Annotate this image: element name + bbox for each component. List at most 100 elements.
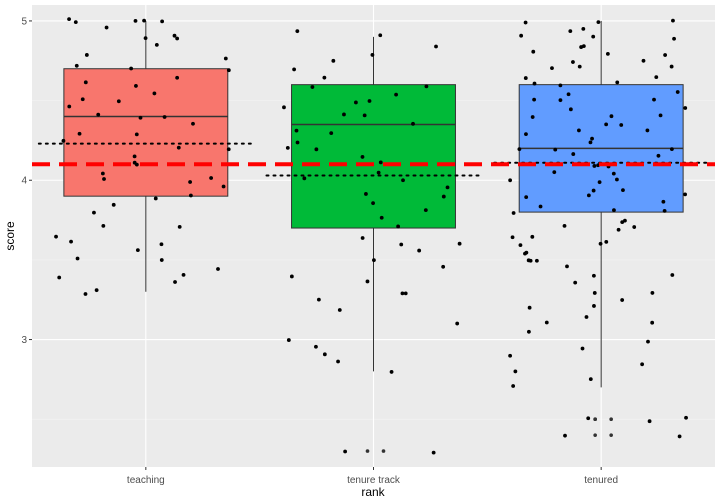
data-point — [80, 97, 85, 102]
x-tick-label: tenured — [584, 475, 618, 486]
data-point — [597, 180, 602, 185]
data-point — [663, 53, 668, 57]
data-point — [314, 344, 318, 349]
data-point — [669, 147, 674, 152]
data-point — [523, 76, 528, 80]
data-point — [316, 297, 321, 302]
data-point — [83, 292, 88, 296]
data-point — [77, 131, 82, 136]
data-point — [92, 210, 96, 215]
data-point — [372, 258, 376, 263]
x-tick-label: teaching — [127, 475, 165, 486]
data-point — [683, 192, 687, 197]
data-point — [623, 218, 627, 223]
data-point — [209, 176, 214, 180]
data-point — [160, 19, 165, 24]
data-point — [588, 377, 593, 382]
data-point — [94, 288, 99, 293]
outlier-point — [593, 433, 597, 437]
data-point — [524, 132, 528, 137]
y-axis-title: score — [3, 221, 17, 251]
data-point — [671, 18, 675, 23]
data-point — [591, 34, 596, 39]
data-point — [684, 415, 688, 420]
data-point — [511, 384, 516, 388]
data-point — [54, 234, 58, 239]
data-point — [400, 291, 405, 296]
data-point — [573, 280, 578, 285]
data-point — [403, 291, 408, 296]
data-point — [389, 370, 394, 374]
data-point — [596, 20, 601, 25]
data-point — [173, 280, 177, 284]
data-point — [191, 121, 195, 126]
data-point — [337, 308, 342, 312]
x-axis-ticks: teaching tenure track tenured — [127, 467, 618, 486]
data-point — [154, 42, 159, 47]
data-point — [527, 329, 531, 334]
data-point — [611, 171, 616, 176]
data-point — [513, 369, 518, 374]
data-point — [656, 153, 661, 158]
data-point — [57, 275, 62, 280]
data-point — [550, 66, 554, 71]
data-point — [445, 185, 450, 190]
data-point — [84, 53, 89, 57]
data-point — [314, 147, 319, 152]
data-point — [176, 145, 181, 150]
data-point — [577, 128, 581, 133]
data-point — [378, 33, 383, 38]
data-point — [371, 201, 375, 206]
data-point — [596, 163, 600, 168]
data-point — [530, 234, 535, 239]
data-point — [322, 75, 327, 80]
data-point — [532, 97, 537, 102]
data-point — [188, 193, 193, 198]
data-point — [378, 160, 383, 165]
data-point — [134, 132, 139, 137]
x-tick-label: tenure track — [347, 475, 401, 486]
data-point — [619, 123, 624, 127]
data-point — [544, 320, 549, 325]
data-point — [226, 68, 231, 73]
data-point — [423, 208, 428, 213]
data-point — [672, 36, 676, 41]
data-point — [129, 66, 134, 71]
data-point — [558, 98, 563, 103]
data-point — [662, 209, 667, 213]
data-point — [73, 20, 78, 25]
data-point — [604, 239, 609, 244]
data-point — [111, 202, 116, 207]
data-point — [364, 192, 368, 196]
data-point — [658, 113, 663, 118]
data-point — [566, 92, 571, 97]
data-point — [553, 147, 558, 152]
data-point — [181, 272, 186, 277]
data-point — [568, 107, 573, 112]
data-point — [669, 64, 674, 69]
data-point — [282, 105, 286, 110]
data-point — [645, 128, 650, 133]
data-point — [632, 225, 637, 229]
y-axis-ticks: 3 4 5 — [21, 16, 32, 346]
data-point — [640, 362, 645, 367]
data-point — [417, 248, 422, 253]
outlier-point — [593, 417, 597, 422]
data-point — [177, 225, 182, 229]
data-point — [67, 17, 71, 22]
data-point — [670, 273, 675, 277]
data-point — [519, 33, 524, 38]
data-point — [289, 274, 294, 279]
data-point — [558, 83, 563, 88]
data-point — [588, 140, 593, 145]
data-point — [524, 195, 529, 200]
data-point — [394, 92, 398, 97]
y-tick-label: 5 — [21, 16, 27, 27]
data-point — [591, 273, 596, 278]
data-point — [434, 44, 438, 49]
data-point — [162, 115, 167, 119]
data-point — [579, 45, 584, 49]
data-point — [508, 178, 513, 183]
data-point — [534, 258, 539, 263]
